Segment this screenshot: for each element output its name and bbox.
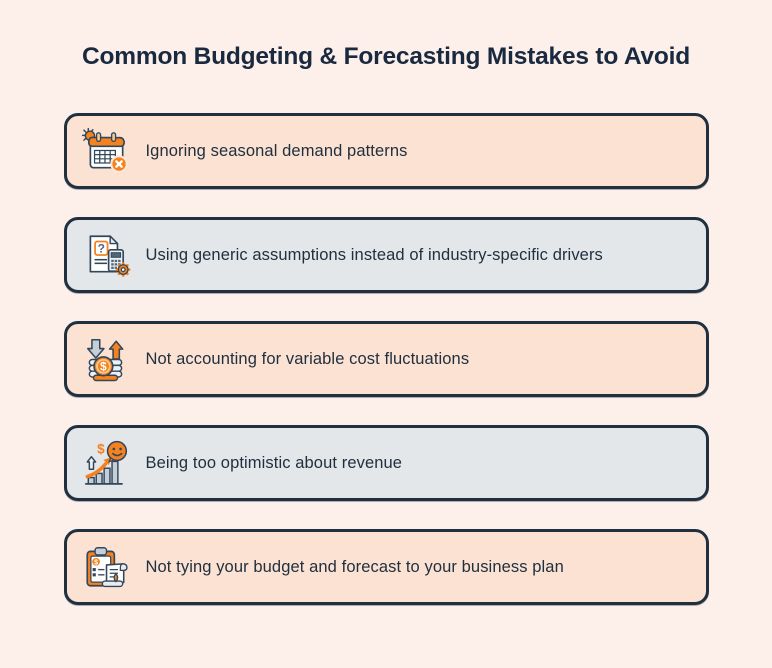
- growth-chart-smiley-icon: $: [81, 438, 131, 488]
- mistake-label: Being too optimistic about revenue: [145, 453, 403, 472]
- svg-text:$: $: [100, 360, 107, 374]
- calendar-cancel-icon: [81, 126, 131, 176]
- svg-text:?: ?: [97, 242, 104, 256]
- mistake-card-variable-costs: $ Not accounting for variable cost fluct…: [63, 321, 709, 397]
- svg-text:$: $: [94, 558, 98, 566]
- mistake-card-optimistic-revenue: $ Being too opti: [63, 425, 709, 501]
- mistake-list: Ignoring seasonal demand patterns ?: [63, 113, 709, 605]
- mistake-label: Using generic assumptions instead of ind…: [145, 245, 603, 264]
- mistake-card-seasonal-demand: Ignoring seasonal demand patterns: [63, 113, 709, 189]
- page-title: Common Budgeting & Forecasting Mistakes …: [82, 43, 690, 70]
- coins-up-down-arrows-icon: $: [81, 334, 131, 384]
- svg-text:$: $: [97, 442, 105, 457]
- mistake-card-business-plan: $: [63, 529, 709, 605]
- clipboard-scroll-icon: $: [81, 542, 131, 592]
- mistake-label: Ignoring seasonal demand patterns: [145, 141, 408, 160]
- mistake-label: Not tying your budget and forecast to yo…: [145, 557, 564, 576]
- mistake-label: Not accounting for variable cost fluctua…: [145, 349, 470, 368]
- mistake-card-generic-assumptions: ?: [63, 217, 709, 293]
- document-question-calculator-icon: ?: [81, 230, 131, 280]
